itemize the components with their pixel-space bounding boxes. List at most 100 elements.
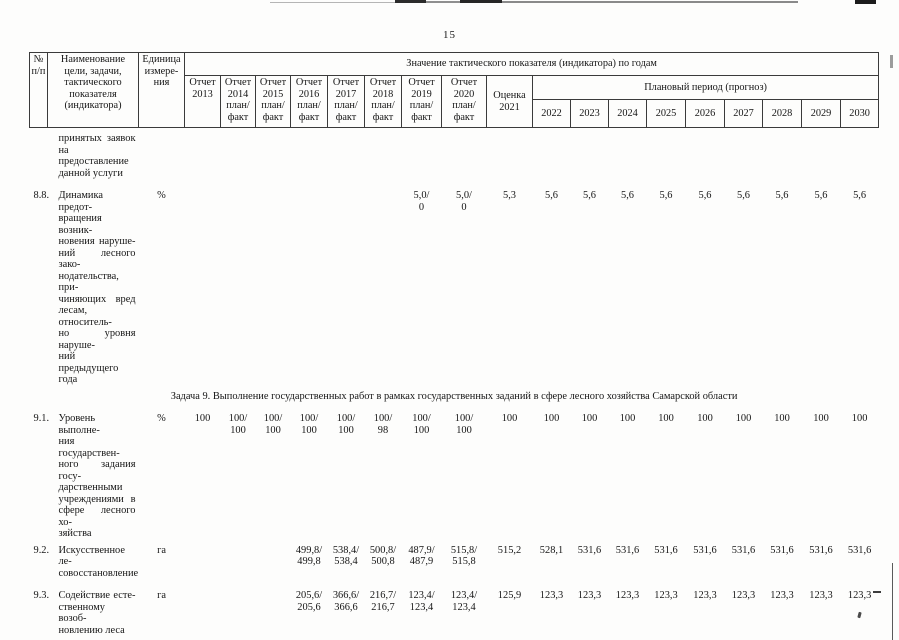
indicator-name: Уровень выполне-ния государствен-ного за… xyxy=(48,402,139,540)
value-cell xyxy=(256,579,291,636)
value-cell xyxy=(221,636,256,640)
indicator-name-line: данной услуги xyxy=(58,167,123,179)
value-cell: 30 xyxy=(686,636,725,640)
scan-artifact xyxy=(502,1,798,3)
value-cell: 5,6 xyxy=(545,190,558,201)
value-cell: 30 xyxy=(841,636,879,640)
indicator-name-line: вращения возник- xyxy=(58,213,102,236)
col-header-values-group: Значение тактического показателя (индика… xyxy=(183,52,880,76)
indicator-name-line: учреждениями в xyxy=(58,493,136,505)
table-body: принятых заявок на предоставление данной у… xyxy=(30,128,879,640)
value-cell: 531,6 xyxy=(693,544,717,556)
value-cell xyxy=(328,179,365,386)
value-cell xyxy=(609,128,647,180)
value-cell xyxy=(328,128,365,180)
value-cell xyxy=(841,128,879,180)
value-cell: 30 xyxy=(647,636,686,640)
scan-artifact xyxy=(873,591,881,593)
value-cell: 100 xyxy=(774,413,790,424)
indicator-name-line: новлению леса xyxy=(58,624,125,636)
value-cell: 22,2/ 22,2 xyxy=(365,636,402,640)
value-cell: 531,6 xyxy=(731,544,756,556)
value-cell xyxy=(185,128,221,180)
col-header-year-2022: 2022 xyxy=(532,99,571,128)
value-cell: 216,7/ 216,7 xyxy=(369,590,397,613)
value-cell: 30 xyxy=(725,636,763,640)
table-header: № п/п Наименование цели, задачи, тактиче… xyxy=(29,52,880,128)
value-cell xyxy=(365,128,402,180)
value-cell: 538,4/ 538,4 xyxy=(332,544,360,568)
table-row: 8.8. Динамика предот-вращения возник-нове… xyxy=(30,179,879,386)
indicator-name-line: новения наруше- xyxy=(58,236,136,247)
col-header-year-2025: 2025 xyxy=(646,99,686,128)
value-cell: 366,6/ 366,6 xyxy=(332,590,360,613)
indicator-name-line: принятых заявок xyxy=(58,133,136,144)
value-cell: 30 xyxy=(763,636,802,640)
value-cell xyxy=(221,179,256,386)
value-cell: 123,4/ 123,4 xyxy=(450,590,478,613)
value-cell: 531,6 xyxy=(577,544,602,556)
value-cell: 30 xyxy=(571,636,609,640)
indicator-name-line: ния государствен- xyxy=(58,436,120,459)
value-cell xyxy=(291,179,328,386)
value-cell xyxy=(221,540,256,580)
scan-artifact xyxy=(890,55,893,68)
scan-artifact xyxy=(855,0,876,4)
value-cell: 100/ 100 xyxy=(412,413,431,436)
row-number: 8.8. xyxy=(33,190,50,201)
unit-cell: % xyxy=(157,190,166,201)
value-cell: 30 xyxy=(802,636,841,640)
value-cell: 123,3 xyxy=(693,590,717,601)
value-cell xyxy=(442,128,487,180)
value-cell: 100 xyxy=(581,413,598,424)
page-number: 15 xyxy=(443,29,456,41)
value-cell: 500,8/ 500,8 xyxy=(369,544,397,568)
value-cell: 5,6 xyxy=(698,190,712,201)
col-header-report-2015: Отчет 2015 план/ факт xyxy=(255,75,291,128)
value-cell: 531,6 xyxy=(809,544,833,556)
col-header-num: № п/п xyxy=(29,52,48,128)
indicator-name-line: Уровень выполне- xyxy=(58,413,100,436)
value-cell: 23,4/ 23,4 xyxy=(442,636,487,640)
value-cell: 100/ 100 xyxy=(263,413,283,436)
value-cell xyxy=(763,128,802,180)
indicator-name-line: нодательства, при- xyxy=(58,270,119,294)
value-cell: 15,3/ 15,3 xyxy=(402,636,442,640)
value-cell: 5,0/ 0 xyxy=(456,190,472,213)
value-cell xyxy=(185,579,221,636)
indicator-name: Искусственное ле-совосстановление xyxy=(48,540,139,580)
value-cell: 5,3 xyxy=(503,190,516,201)
row-number: 9.1. xyxy=(33,413,50,424)
value-cell xyxy=(647,128,686,180)
value-cell: 123,3 xyxy=(539,590,564,601)
row-number: 9.2. xyxy=(33,544,50,556)
value-cell: 100 xyxy=(735,413,752,424)
indicator-name-line: ного задания госу- xyxy=(58,459,136,482)
value-cell: 18/18 xyxy=(328,636,365,640)
value-cell: 30 xyxy=(609,636,647,640)
value-cell xyxy=(487,128,533,180)
value-cell xyxy=(185,540,221,580)
value-cell: 5,6 xyxy=(814,190,828,201)
value-cell xyxy=(291,128,328,180)
value-cell: 5,0/ 0 xyxy=(413,190,430,213)
value-cell: 487,9/ 487,9 xyxy=(408,544,435,568)
indicator-name-line: совосстановление xyxy=(58,567,139,579)
row-number: 9.3. xyxy=(33,590,50,601)
table-row: 9.4.Обустройство,эксплуатация лес-ных до… xyxy=(30,636,879,640)
value-cell: 5,6 xyxy=(583,190,596,201)
col-header-year-2029: 2029 xyxy=(801,99,841,128)
value-cell: 100 xyxy=(658,413,674,424)
indicator-name-line: ственному возоб- xyxy=(58,601,106,625)
col-header-year-2026: 2026 xyxy=(685,99,725,128)
value-cell xyxy=(185,179,221,386)
value-cell: 100 xyxy=(697,413,713,424)
value-cell xyxy=(256,540,291,580)
value-cell: 123,3 xyxy=(654,590,678,601)
unit-cell: га xyxy=(157,544,166,556)
value-cell: 531,6 xyxy=(654,544,678,556)
value-cell: 125,9 xyxy=(497,590,522,601)
indicator-name-line: на предоставление xyxy=(58,144,129,168)
scan-artifact xyxy=(460,0,502,3)
